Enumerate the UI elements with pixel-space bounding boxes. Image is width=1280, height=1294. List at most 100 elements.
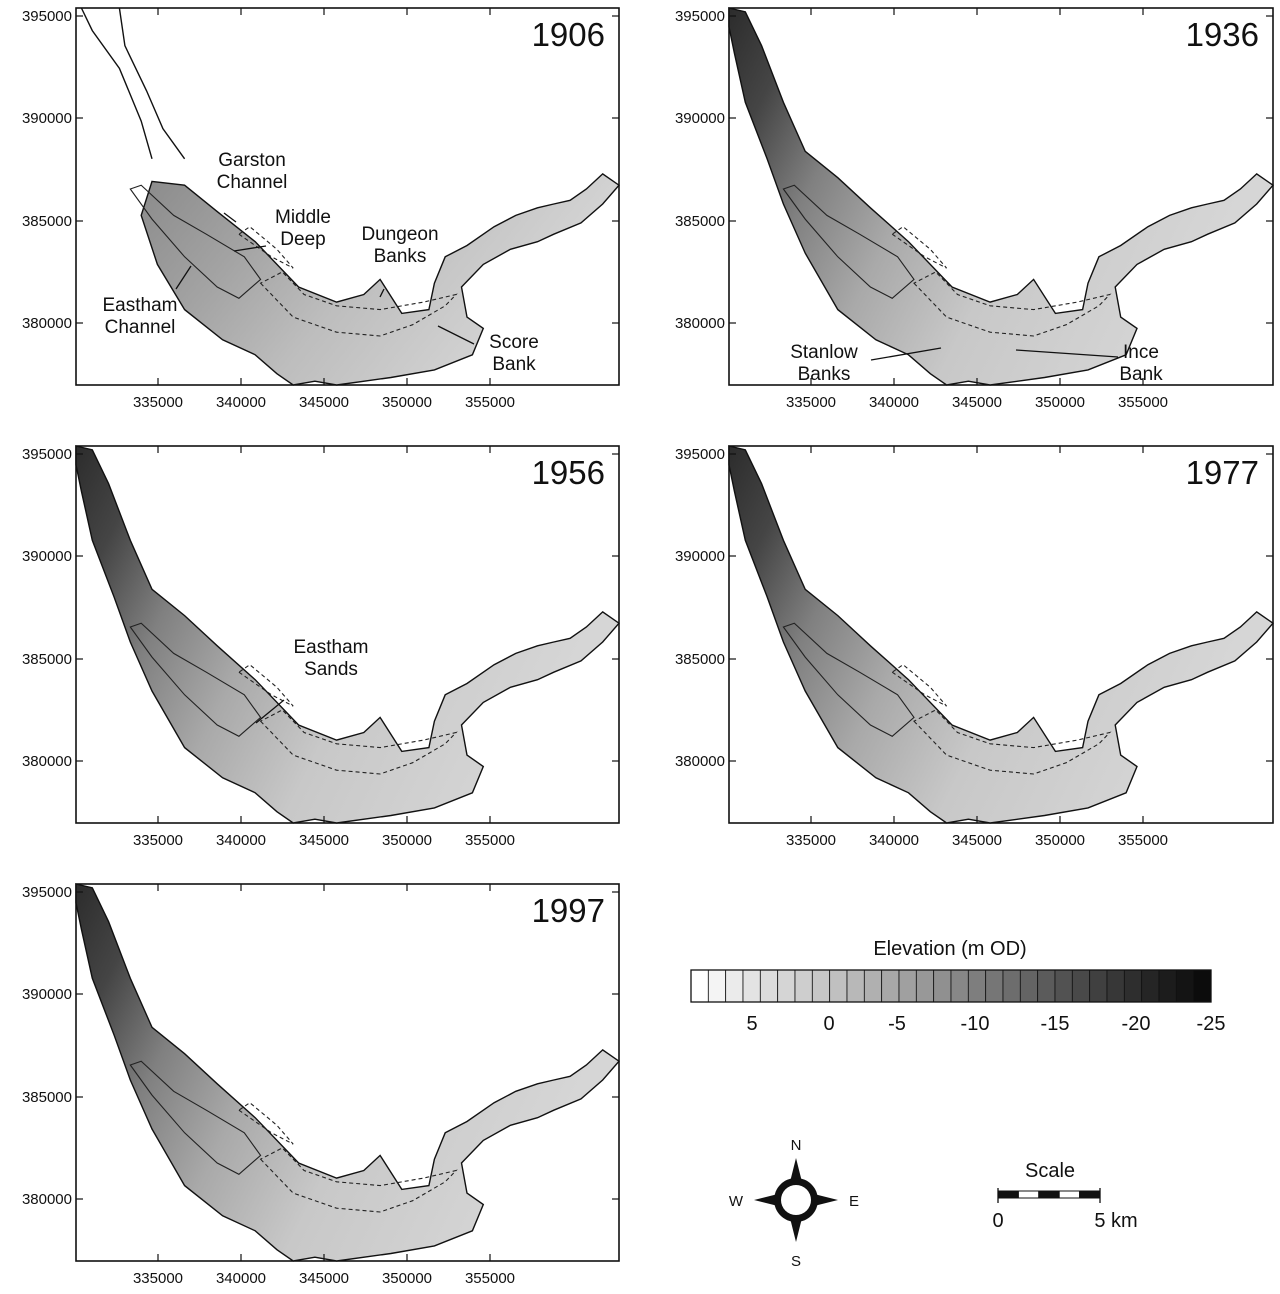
contour-line-dashed: [891, 664, 948, 707]
scale-title: Scale: [1025, 1160, 1075, 1182]
contour-line-solid: [129, 1060, 262, 1175]
y-tick-label: 380000: [22, 753, 72, 770]
y-tick-label: 385000: [22, 213, 72, 230]
scale-segment: [997, 1190, 1019, 1199]
legend-title: Elevation (m OD): [873, 938, 1026, 960]
scale-bar: Scale 0 5 km: [992, 1160, 1137, 1232]
compass-label-east: E: [849, 1193, 859, 1210]
y-tick-label: 395000: [675, 8, 725, 25]
y-tick-label: 390000: [675, 110, 725, 127]
legend-swatch: [1158, 969, 1177, 1003]
annotation-text: Garston: [218, 150, 286, 171]
x-tick-label: 350000: [1035, 832, 1085, 849]
scale-segment: [1038, 1190, 1060, 1199]
legend-tick-label: 0: [823, 1013, 834, 1035]
y-tick-label: 390000: [22, 548, 72, 565]
map-year-label: 1906: [532, 16, 605, 53]
estuary-shape: [140, 173, 621, 386]
annotation-leader-line: [175, 265, 192, 290]
legend-swatch: [1002, 969, 1021, 1003]
scale-segment: [1079, 1190, 1101, 1199]
map-panel-1906: 335000 340000 345000 350000 355000 395000 3900…: [22, 7, 621, 411]
annotation-leader-line: [223, 212, 237, 223]
legend-bar-border: [690, 969, 1212, 1003]
contour-line-dashed: [259, 1147, 458, 1213]
elevation-legend: Elevation (m OD) 5 0 -5 -10 -15 -20 -25: [690, 938, 1226, 1035]
legend-swatch: [1141, 969, 1160, 1003]
annotation-text: Dungeon: [361, 224, 438, 245]
contour-line-dashed: [237, 1102, 294, 1145]
legend-tick-label: -25: [1197, 1013, 1226, 1035]
scale-label-start: 0: [992, 1210, 1003, 1232]
legend-swatch: [707, 969, 727, 1003]
annotation-text: Channel: [105, 317, 176, 338]
x-tick-label: 335000: [786, 394, 836, 411]
legend-swatch: [777, 969, 796, 1003]
x-tick-label: 340000: [869, 394, 919, 411]
y-tick-label: 395000: [22, 446, 72, 463]
annotation-text: Banks: [798, 364, 851, 385]
annotation-leader-line: [379, 288, 385, 298]
y-tick-label: 385000: [675, 213, 725, 230]
annotation-text: Sands: [304, 659, 358, 680]
x-tick-label: 335000: [133, 394, 183, 411]
legend-swatch: [950, 969, 969, 1003]
legend-tick-label: 5: [746, 1013, 757, 1035]
annotation-leader-line: [233, 245, 267, 252]
x-tick-label: 350000: [1035, 394, 1085, 411]
compass-label-west: W: [729, 1193, 744, 1210]
x-tick-label: 335000: [133, 832, 183, 849]
annotation-text: Ince: [1123, 342, 1159, 363]
legend-swatch: [794, 969, 813, 1003]
contour-line-dashed: [259, 271, 458, 337]
legend-tick-label: -10: [961, 1013, 990, 1035]
map-year-label: 1956: [532, 454, 605, 491]
legend-swatch: [1193, 969, 1212, 1003]
x-tick-label: 355000: [465, 832, 515, 849]
map-panel-1997: 335000 340000 345000 350000 355000 395000 3900…: [22, 883, 621, 1287]
legend-swatch: [898, 969, 917, 1003]
contour-line-dashed: [913, 709, 1112, 775]
legend-swatch: [725, 969, 744, 1003]
scale-segment: [1017, 1190, 1040, 1199]
y-tick-label: 380000: [22, 315, 72, 332]
legend-swatch: [829, 969, 848, 1003]
contour-line-solid: [782, 184, 915, 299]
annotation-leader-line: [870, 347, 942, 361]
map-panel-1956: 335000 340000 345000 350000 355000 395000 3900…: [22, 445, 621, 849]
x-tick-label: 345000: [299, 394, 349, 411]
legend-swatch: [1106, 969, 1125, 1003]
legend-swatch: [1089, 969, 1108, 1003]
x-tick-label: 340000: [216, 394, 266, 411]
legend-swatch: [881, 969, 900, 1003]
x-tick-label: 355000: [1118, 832, 1168, 849]
y-tick-label: 390000: [22, 110, 72, 127]
y-tick-label: 380000: [22, 1191, 72, 1208]
annotation-leader-line: [437, 325, 475, 345]
annotation-leader-line: [255, 699, 285, 724]
legend-swatch: [933, 969, 952, 1003]
x-tick-label: 340000: [216, 832, 266, 849]
x-tick-label: 350000: [382, 394, 432, 411]
annotation-text: Channel: [217, 172, 288, 193]
legend-swatch: [1019, 969, 1039, 1003]
legend-swatch: [742, 969, 761, 1003]
estuary-shape: [728, 7, 1275, 386]
contour-line-dashed: [891, 226, 948, 269]
x-tick-label: 355000: [1118, 394, 1168, 411]
legend-swatch: [759, 969, 779, 1003]
legend-swatch: [811, 969, 831, 1003]
x-tick-label: 335000: [133, 1270, 183, 1287]
legend-swatch: [846, 969, 865, 1003]
annotation-text: Banks: [374, 246, 427, 267]
compass-rose-icon: N S E W: [729, 1137, 859, 1270]
map-year-label: 1977: [1186, 454, 1259, 491]
estuary-shape: [75, 445, 621, 824]
contour-line-dashed: [913, 271, 1112, 337]
x-tick-label: 345000: [952, 832, 1002, 849]
contour-line-dashed: [237, 226, 294, 269]
x-tick-label: 355000: [465, 394, 515, 411]
